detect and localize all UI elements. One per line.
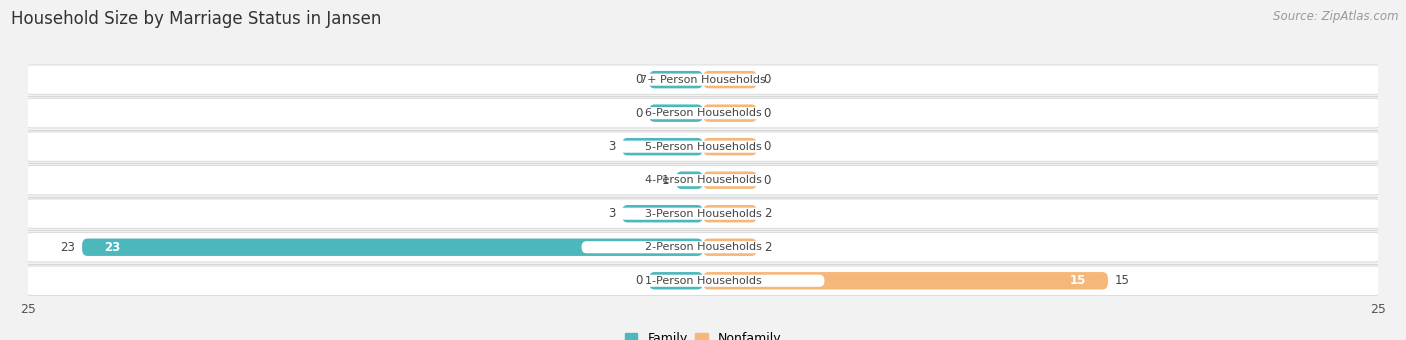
FancyBboxPatch shape [703, 138, 756, 155]
Text: 0: 0 [636, 73, 643, 86]
Text: 1-Person Households: 1-Person Households [644, 276, 762, 286]
Text: 0: 0 [763, 174, 770, 187]
FancyBboxPatch shape [20, 65, 1386, 95]
FancyBboxPatch shape [703, 239, 756, 256]
FancyBboxPatch shape [20, 233, 1386, 262]
FancyBboxPatch shape [621, 138, 703, 155]
FancyBboxPatch shape [20, 266, 1386, 295]
FancyBboxPatch shape [703, 205, 756, 222]
FancyBboxPatch shape [582, 174, 824, 186]
Text: 6-Person Households: 6-Person Households [644, 108, 762, 118]
FancyBboxPatch shape [82, 239, 703, 256]
FancyBboxPatch shape [582, 107, 824, 119]
Text: 1: 1 [662, 174, 669, 187]
Text: 0: 0 [763, 73, 770, 86]
Legend: Family, Nonfamily: Family, Nonfamily [624, 332, 782, 340]
Text: 2-Person Households: 2-Person Households [644, 242, 762, 252]
Text: 2: 2 [763, 207, 772, 220]
FancyBboxPatch shape [20, 166, 1386, 195]
Text: 15: 15 [1070, 274, 1087, 287]
FancyBboxPatch shape [582, 275, 824, 287]
FancyBboxPatch shape [582, 73, 824, 86]
Text: 0: 0 [763, 140, 770, 153]
Text: Household Size by Marriage Status in Jansen: Household Size by Marriage Status in Jan… [11, 10, 381, 28]
Text: 3-Person Households: 3-Person Households [644, 209, 762, 219]
Text: 23: 23 [104, 241, 120, 254]
FancyBboxPatch shape [703, 104, 756, 122]
FancyBboxPatch shape [20, 98, 1386, 128]
FancyBboxPatch shape [703, 71, 756, 88]
FancyBboxPatch shape [650, 71, 703, 88]
FancyBboxPatch shape [703, 272, 1108, 289]
Text: 2: 2 [763, 241, 772, 254]
FancyBboxPatch shape [621, 205, 703, 222]
Text: 3: 3 [607, 140, 616, 153]
FancyBboxPatch shape [582, 241, 824, 253]
FancyBboxPatch shape [650, 272, 703, 289]
FancyBboxPatch shape [650, 104, 703, 122]
Text: 4-Person Households: 4-Person Households [644, 175, 762, 185]
Text: 0: 0 [636, 107, 643, 120]
Text: Source: ZipAtlas.com: Source: ZipAtlas.com [1274, 10, 1399, 23]
Text: 0: 0 [636, 274, 643, 287]
Text: 15: 15 [1115, 274, 1129, 287]
Text: 7+ Person Households: 7+ Person Households [640, 75, 766, 85]
FancyBboxPatch shape [582, 141, 824, 153]
Text: 5-Person Households: 5-Person Households [644, 142, 762, 152]
FancyBboxPatch shape [582, 208, 824, 220]
FancyBboxPatch shape [703, 171, 756, 189]
FancyBboxPatch shape [20, 199, 1386, 228]
FancyBboxPatch shape [676, 171, 703, 189]
Text: 0: 0 [763, 107, 770, 120]
Text: 23: 23 [60, 241, 76, 254]
FancyBboxPatch shape [20, 132, 1386, 162]
Text: 3: 3 [607, 207, 616, 220]
